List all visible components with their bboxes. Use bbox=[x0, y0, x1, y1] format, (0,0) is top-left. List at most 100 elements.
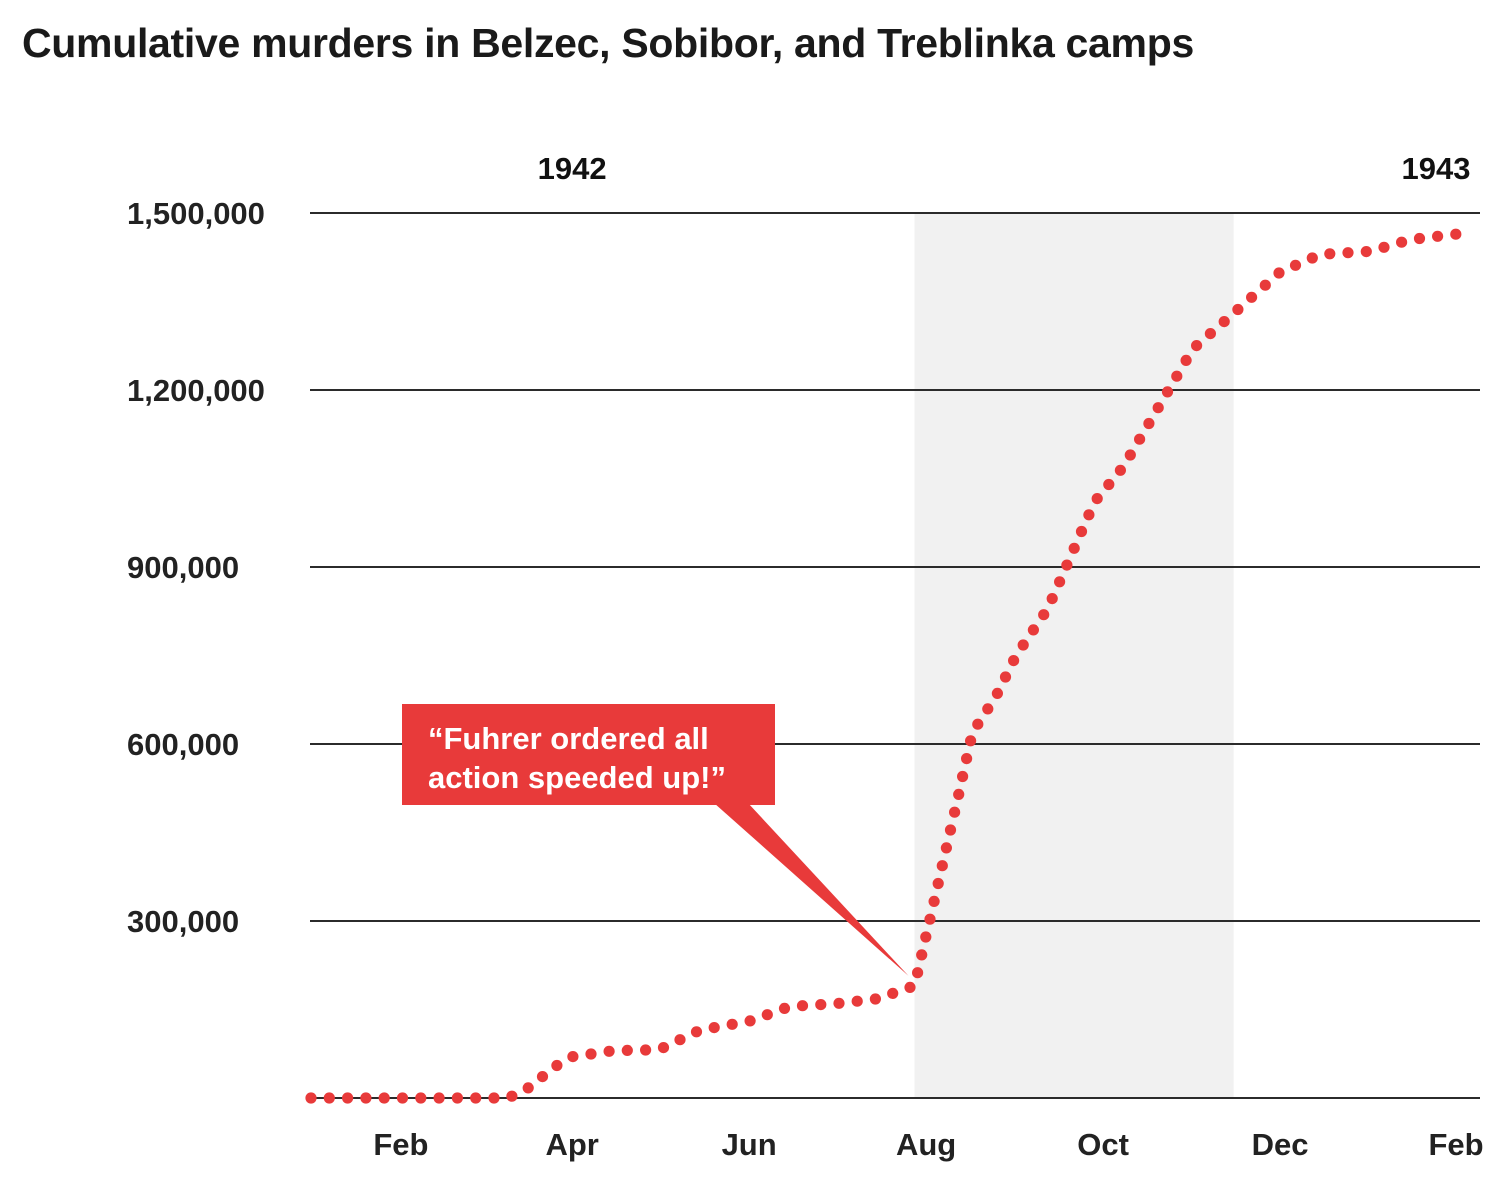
series-dot bbox=[1083, 509, 1095, 521]
series-dot bbox=[1360, 246, 1372, 258]
series-dot bbox=[1134, 433, 1146, 445]
series-dot bbox=[522, 1082, 534, 1094]
series-dot bbox=[1038, 609, 1050, 621]
series-dot bbox=[912, 967, 924, 979]
series-dot bbox=[796, 1000, 809, 1012]
series-dot bbox=[470, 1092, 482, 1104]
x-axis-tick-labels: Feb Apr Jun Aug Oct Dec Feb bbox=[373, 1127, 1483, 1162]
series-dot bbox=[360, 1092, 372, 1104]
series-dot bbox=[488, 1092, 500, 1104]
series-dot bbox=[690, 1026, 703, 1038]
series-dot bbox=[1068, 542, 1080, 554]
series-dot bbox=[999, 671, 1012, 683]
series-dot bbox=[640, 1044, 652, 1056]
series-dot bbox=[761, 1009, 773, 1021]
series-dot bbox=[657, 1042, 670, 1054]
series-dot bbox=[928, 895, 940, 908]
series-dot bbox=[1378, 241, 1390, 253]
series-dot bbox=[833, 997, 845, 1009]
series-dot bbox=[1152, 402, 1164, 414]
series-dot bbox=[451, 1092, 463, 1104]
series-dot bbox=[1161, 386, 1174, 398]
series-dot bbox=[1046, 593, 1058, 605]
highlight-band-layer bbox=[914, 213, 1234, 1098]
series-dot bbox=[378, 1092, 390, 1104]
series-dot bbox=[991, 687, 1004, 700]
series-dot bbox=[1259, 279, 1271, 291]
series-dot bbox=[621, 1044, 633, 1056]
series-dot bbox=[1103, 478, 1115, 491]
series-dot bbox=[1124, 449, 1136, 461]
highlight-band bbox=[914, 213, 1234, 1098]
x-tick-label: Feb bbox=[1428, 1127, 1483, 1162]
series-dot bbox=[323, 1092, 335, 1104]
series-dot bbox=[1246, 291, 1258, 303]
series-dot bbox=[936, 860, 948, 872]
annotation: “Fuhrer ordered all action speeded up!” bbox=[402, 704, 909, 976]
series-dot bbox=[1171, 370, 1183, 382]
series-dot bbox=[342, 1092, 354, 1104]
series-dot bbox=[932, 877, 944, 890]
series-dot bbox=[1432, 230, 1444, 242]
series-dot bbox=[972, 718, 984, 730]
year-label: 1942 bbox=[538, 151, 607, 186]
series-dot bbox=[1027, 624, 1039, 636]
series-dot bbox=[920, 931, 932, 943]
series-dot bbox=[1396, 236, 1408, 248]
gridlines bbox=[310, 212, 1480, 1099]
y-tick-label: 600,000 bbox=[127, 727, 239, 762]
series-dot bbox=[1232, 303, 1244, 316]
series-dot bbox=[1450, 228, 1462, 240]
annotation-text-line: action speeded up!” bbox=[428, 760, 726, 795]
y-axis-tick-labels: 300,000 600,000 900,000 1,200,000 1,500,000 bbox=[127, 196, 265, 939]
series-dot bbox=[944, 824, 957, 836]
x-tick-label: Oct bbox=[1077, 1127, 1129, 1162]
series-dot bbox=[744, 1015, 756, 1027]
series-dot bbox=[982, 703, 994, 715]
series-dot bbox=[851, 995, 863, 1007]
series-dot bbox=[536, 1071, 549, 1083]
x-tick-label: Feb bbox=[373, 1127, 428, 1162]
series-dot bbox=[815, 999, 827, 1011]
series-dot bbox=[1143, 417, 1155, 430]
series-dot bbox=[708, 1022, 720, 1034]
annotation-pointer bbox=[714, 803, 909, 976]
series-dot bbox=[567, 1051, 579, 1063]
series-dot bbox=[396, 1092, 409, 1104]
series-dot bbox=[1008, 655, 1020, 667]
series-dot bbox=[949, 806, 961, 818]
series-dot bbox=[1204, 328, 1216, 340]
x-tick-label: Apr bbox=[545, 1127, 598, 1162]
series-dot bbox=[305, 1092, 317, 1104]
series-dot bbox=[433, 1092, 445, 1104]
year-label: 1943 bbox=[1402, 151, 1471, 186]
x-tick-label: Aug bbox=[896, 1127, 956, 1162]
series-dot bbox=[1306, 252, 1318, 264]
chart-title: Cumulative murders in Belzec, Sobibor, a… bbox=[22, 20, 1194, 66]
series-dot bbox=[1114, 464, 1126, 476]
series-dot bbox=[1342, 247, 1354, 259]
series-line bbox=[305, 228, 1462, 1104]
series-dot bbox=[904, 981, 916, 994]
y-tick-label: 1,200,000 bbox=[127, 373, 265, 408]
series-dot bbox=[778, 1002, 791, 1015]
series-dot bbox=[551, 1059, 563, 1072]
series-dot bbox=[1191, 340, 1203, 352]
series-dot bbox=[1017, 639, 1029, 651]
series-dot bbox=[953, 788, 965, 801]
annotation-box bbox=[402, 704, 775, 805]
series-dot bbox=[940, 842, 953, 854]
series-dot bbox=[1218, 316, 1230, 328]
series-dot bbox=[1075, 525, 1088, 538]
series-dot bbox=[1180, 354, 1192, 366]
x-tick-label: Dec bbox=[1252, 1127, 1309, 1162]
series-dot bbox=[924, 913, 936, 925]
series-dot bbox=[726, 1018, 738, 1030]
y-tick-label: 300,000 bbox=[127, 904, 239, 939]
series-dot bbox=[961, 753, 973, 765]
series-dot bbox=[1273, 267, 1285, 279]
y-tick-label: 1,500,000 bbox=[127, 196, 265, 231]
series-dot bbox=[585, 1048, 597, 1060]
series-dot bbox=[603, 1045, 615, 1057]
